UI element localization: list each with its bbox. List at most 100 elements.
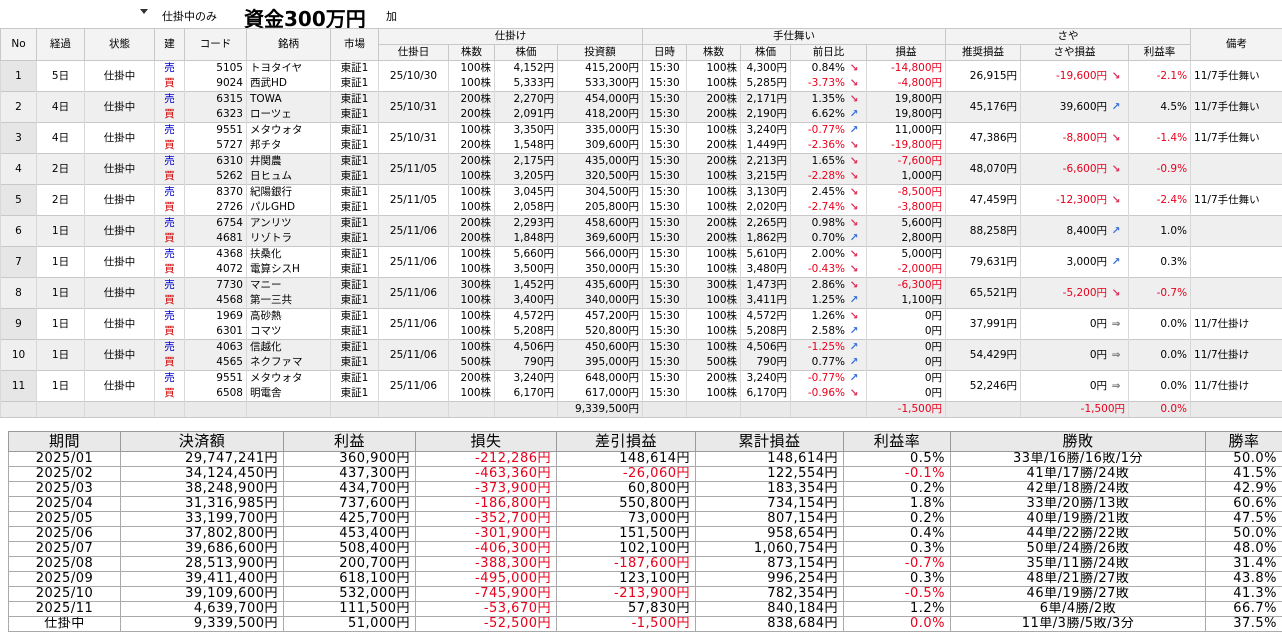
spread-arrow: ↘ [1111,193,1121,206]
elapsed: 4日 [36,122,85,154]
change-cell: 2.86% ↘ [790,277,867,293]
change-arrow: ↘ [849,93,859,105]
entry-date: 25/11/06 [378,339,449,371]
column-header: 期間 [8,431,121,452]
summary-cell: -53,670円 [415,601,557,617]
shares: 100株 [448,308,495,324]
spread-pnl: -19,600円 [1056,69,1108,82]
exit-price: 5,610円 [740,246,791,262]
exit-time: 15:30 [642,153,687,169]
exit-time: 15:30 [642,200,687,216]
summary-cell: 43.8% [1205,571,1282,587]
header-row: No 経過 状態建コード 銘柄 市場 仕掛け 手仕舞い さや 備考 [0,28,1282,61]
pnl: -6,300円 [865,277,947,293]
pnl: 2,800円 [865,231,947,247]
summary-cell: 2025/08 [8,556,121,572]
summary-cell: 60.6% [1205,496,1282,512]
summary-cell: -352,700円 [415,511,557,527]
change-cell: -2.36% ↘ [790,138,867,154]
exit-time: 15:30 [642,76,687,92]
code: 6301 [184,324,247,340]
price: 790円 [494,355,558,371]
pnl: 19,800円 [865,91,947,107]
exit-price: 1,862円 [740,231,791,247]
pnl: 19,800円 [865,107,947,123]
summary-cell: 39,411,400円 [120,571,284,587]
summary-cell: 33,199,700円 [120,511,284,527]
dropdown-arrow[interactable] [140,9,148,14]
summary-cell: 425,700円 [283,511,416,527]
summary-cell: 2025/09 [8,571,121,587]
position-row: 2 4日 仕掛中売 6315 TOWA 東証1 25/10/31 200株 2,270円 454,… [0,91,1282,123]
filter-dropdown[interactable]: 仕掛中のみ [162,10,217,23]
column-header: 手仕舞い [641,28,947,45]
spread-pnl: 39,600円 [1059,100,1108,113]
exit-shares: 100株 [686,262,741,278]
pnl: 5,600円 [865,215,947,231]
entry-date: 25/11/06 [378,246,449,278]
pnl: 5,000円 [865,246,947,262]
summary-cell: 仕掛中 [8,616,121,632]
stock-name: コマツ [246,324,331,340]
position-row: 9 1日 仕掛中売 1969 高砂熱 東証1 25/11/06 100株 4,572円 457,2… [0,308,1282,340]
change: 1.25% [811,294,845,306]
pnl: -19,800円 [865,138,947,154]
spread-pnl: -5,200円 [1062,286,1108,299]
exit-price: 5,208円 [740,324,791,340]
market: 東証1 [330,60,379,76]
summary-row: 2025/10 39,109,600円 532,000円 -745,900円 -213,… [8,586,1282,602]
add-button[interactable]: 加 [386,10,397,23]
summary-cell: 33単/20勝/13敗 [950,496,1206,512]
position-row: 買 6508 明電舎 東証1 100株 6,170円 617,000円 15:30 100株 6,… [1,386,1282,402]
note: 11/7手仕舞い [1190,122,1282,154]
summary-cell: 0.3% [843,541,951,557]
elapsed: 2日 [36,153,85,185]
shares: 100株 [448,184,495,200]
side: 売 [154,246,185,262]
status: 仕掛中 [84,91,155,123]
exit-time: 15:30 [642,339,687,355]
summary-cell: 48.0% [1205,541,1282,557]
change-cell: 0.84% ↘ [790,60,867,76]
profit-rate: -0.7% [1128,277,1192,309]
change-arrow: ↘ [849,387,859,399]
exit-shares: 100株 [686,200,741,216]
position-row: 買 5262 日ヒュム 東証1 100株 3,205円 320,500円 15:30 100株 3… [1,169,1282,185]
stock-name: 高砂熱 [246,308,331,324]
amount: 335,000円 [557,122,643,138]
empty-cell [330,401,379,418]
change: 2.86% [811,279,845,291]
side: 売 [154,339,185,355]
summary-cell: 111,500円 [283,601,416,617]
stock-name: トヨタイヤ [246,60,331,76]
amount: 304,500円 [557,184,643,200]
summary-cell: 873,154円 [695,556,844,572]
exit-time: 15:30 [642,370,687,386]
code: 4568 [184,293,247,309]
change-cell: -3.73% ↘ [790,76,867,92]
shares: 100株 [448,246,495,262]
change-cell: -0.96% ↘ [790,386,867,402]
note [1190,215,1282,247]
change-cell: 1.26% ↘ [790,308,867,324]
status: 仕掛中 [84,122,155,154]
change-arrow: ↗ [849,232,859,244]
summary-cell: 41単/17勝/24敗 [950,466,1206,482]
change-cell: -0.43% ↘ [790,262,867,278]
profit-rate: 0.0% [1128,339,1192,371]
exit-shares: 100株 [686,122,741,138]
header-row: 仕掛日 株数 株価 投資額 日時 株数 株価 前日比 損益 推奨損益 さや損益 利益率 [1,44,1282,61]
amount: 369,600円 [557,231,643,247]
column-header: 備考 [1190,28,1282,61]
summary-cell: 41.5% [1205,466,1282,482]
toolbar: 仕掛中のみ 資金300万円 加 [0,0,1282,32]
header-row: 期間 決済額 利益 損失 差引損益 累計損益 利益率 勝敗 勝率 [8,431,1282,452]
empty-cell [494,401,558,418]
recommended-pnl: 47,386円 [945,122,1022,154]
side: 買 [154,386,185,402]
column-header: 仕掛け [378,28,643,45]
change-arrow: ↘ [849,139,859,151]
summary-cell: 51,000円 [283,616,416,632]
exit-shares: 100株 [686,339,741,355]
recommended-pnl: 79,631円 [945,246,1022,278]
